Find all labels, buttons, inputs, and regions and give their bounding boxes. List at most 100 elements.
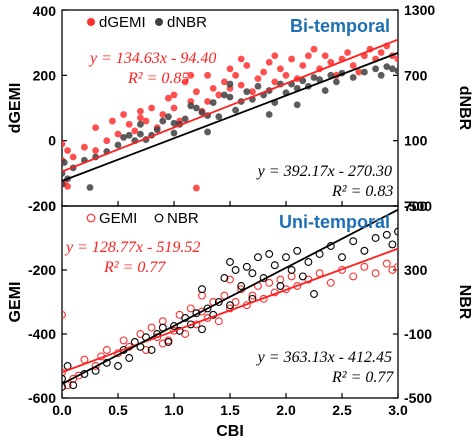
point-nbr <box>276 282 285 290</box>
point-dgemi <box>69 153 77 161</box>
point-nbr <box>237 282 246 290</box>
point-dgemi <box>64 183 71 190</box>
x-tick-label: 1.0 <box>164 402 184 418</box>
point-nbr <box>310 290 318 298</box>
point-gemi <box>91 362 100 370</box>
r2-nbr: R² = 0.77 <box>331 369 394 386</box>
point-dnbr <box>215 113 223 121</box>
point-dgemi <box>137 114 144 122</box>
point-dgemi <box>249 88 256 96</box>
y2-tick-label-bottom: -100 <box>404 326 432 342</box>
legend-marker-dgemi <box>87 18 95 26</box>
point-nbr <box>394 227 398 236</box>
point-dnbr <box>125 131 133 139</box>
point-dnbr <box>181 115 189 123</box>
r2-dnbr: R² = 0.83 <box>331 183 393 200</box>
r2-gemi: R² = 0.77 <box>103 259 166 276</box>
legend-marker-gemi <box>86 213 96 223</box>
x-tick-label: 0.5 <box>108 402 128 418</box>
point-dnbr <box>310 74 318 81</box>
point-nbr <box>164 338 173 346</box>
point-dnbr <box>226 80 234 88</box>
point-dgemi <box>215 91 223 99</box>
point-dgemi <box>148 104 156 112</box>
point-nbr <box>170 322 178 330</box>
point-dnbr <box>170 119 178 127</box>
legend-marker-dnbr <box>155 18 163 26</box>
point-dnbr <box>349 74 357 81</box>
point-nbr <box>304 258 313 266</box>
point-dgemi <box>120 111 127 118</box>
point-dnbr <box>383 63 391 71</box>
point-dnbr <box>243 88 251 96</box>
point-gemi <box>62 368 66 377</box>
point-dgemi <box>193 184 200 192</box>
point-nbr <box>282 253 290 262</box>
y2-tick-label-top: 700 <box>404 67 428 83</box>
point-dnbr <box>372 65 379 73</box>
point-dgemi <box>131 127 139 135</box>
point-dgemi <box>288 55 295 63</box>
point-dgemi <box>305 52 312 60</box>
point-nbr <box>388 240 397 249</box>
point-dgemi <box>282 71 290 79</box>
point-dgemi <box>271 78 279 86</box>
point-dnbr <box>361 68 368 76</box>
point-nbr <box>198 285 206 294</box>
point-nbr <box>62 382 66 391</box>
point-dgemi <box>377 49 385 56</box>
fit-line-dgemi <box>62 38 398 173</box>
y2-tick-label-bottom: 700 <box>404 198 428 214</box>
point-gemi <box>287 272 296 281</box>
point-nbr <box>125 354 134 362</box>
point-nbr <box>226 258 234 266</box>
y-tick-label-bottom: -400 <box>28 326 56 342</box>
point-nbr <box>270 261 279 270</box>
point-dgemi <box>159 111 167 118</box>
point-nbr <box>382 230 391 239</box>
point-dnbr <box>187 102 195 110</box>
point-dgemi <box>209 85 217 92</box>
fit-line-nbr <box>62 208 398 385</box>
point-nbr <box>242 262 251 271</box>
point-dgemi <box>271 52 279 60</box>
point-gemi <box>293 282 302 290</box>
point-nbr <box>69 381 78 390</box>
point-gemi <box>170 326 178 335</box>
point-gemi <box>315 269 324 278</box>
point-gemi <box>80 355 89 364</box>
point-dgemi <box>260 68 267 76</box>
point-nbr <box>338 253 346 262</box>
legend-label-dnbr: dNBR <box>167 14 207 31</box>
x-tick-label: 0.0 <box>52 402 72 418</box>
point-dnbr <box>254 82 262 90</box>
point-dnbr <box>62 180 66 188</box>
point-dnbr <box>333 78 340 86</box>
y2label-top: dNBR <box>456 86 473 131</box>
point-nbr <box>360 246 369 255</box>
point-dgemi <box>125 120 133 128</box>
y-tick-label-top: 200 <box>33 67 57 83</box>
point-dgemi <box>193 88 200 96</box>
point-dgemi <box>170 104 178 112</box>
y2label-bottom: NBR <box>456 285 473 320</box>
point-dnbr <box>86 184 94 191</box>
x-tick-label: 1.5 <box>220 402 240 418</box>
xlabel: CBI <box>216 423 244 440</box>
y-tick-label-top: -200 <box>28 198 56 214</box>
equation-dgemi: y = 134.63x - 94.40 <box>88 50 216 67</box>
point-dnbr <box>299 77 307 85</box>
ylabel-bottom: GEMI <box>7 282 24 323</box>
point-dgemi <box>170 91 178 99</box>
point-dgemi <box>310 45 318 53</box>
point-gemi <box>248 291 257 300</box>
point-dgemi <box>92 147 99 154</box>
point-nbr <box>298 272 307 281</box>
point-nbr <box>198 325 206 334</box>
equation-dnbr: y = 392.17x - 270.30 <box>256 163 392 180</box>
y2-tick-label-bottom: -500 <box>404 390 432 406</box>
y2-tick-label-top: 100 <box>404 133 428 149</box>
point-nbr <box>293 246 302 255</box>
point-dnbr <box>321 87 329 94</box>
point-gemi <box>74 371 83 380</box>
